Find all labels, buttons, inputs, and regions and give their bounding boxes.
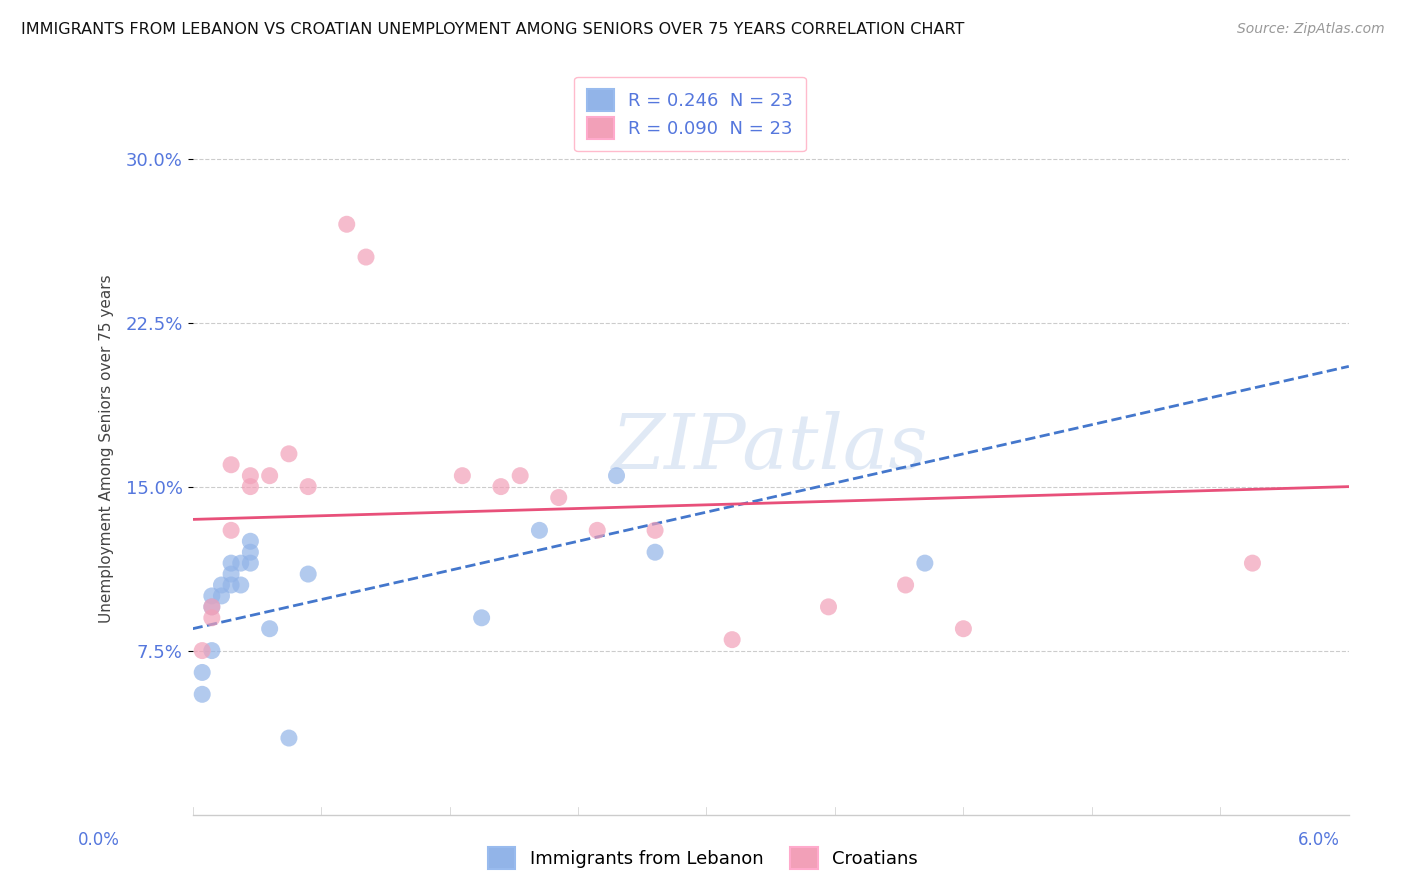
Point	[191, 665, 214, 680]
Y-axis label: Unemployment Among Seniors over 75 years: Unemployment Among Seniors over 75 years	[100, 274, 114, 623]
Point	[219, 578, 242, 592]
Point	[297, 480, 319, 494]
Point	[894, 578, 917, 592]
Point	[191, 643, 214, 657]
Point	[201, 611, 224, 625]
Legend: Immigrants from Lebanon, Croatians: Immigrants from Lebanon, Croatians	[481, 839, 925, 876]
Point	[952, 622, 974, 636]
Point	[201, 599, 224, 614]
Point	[336, 217, 359, 231]
Point	[817, 599, 839, 614]
Point	[586, 524, 609, 538]
Point	[644, 545, 666, 559]
Legend: R = 0.246  N = 23, R = 0.090  N = 23: R = 0.246 N = 23, R = 0.090 N = 23	[574, 77, 806, 152]
Point	[451, 468, 474, 483]
Point	[211, 589, 233, 603]
Point	[219, 567, 242, 582]
Point	[239, 534, 262, 549]
Point	[201, 643, 224, 657]
Point	[644, 524, 666, 538]
Point	[277, 731, 299, 745]
Point	[547, 491, 569, 505]
Point	[201, 589, 224, 603]
Text: ZIPatlas: ZIPatlas	[613, 411, 929, 485]
Point	[239, 545, 262, 559]
Point	[297, 567, 319, 582]
Point	[239, 556, 262, 570]
Point	[229, 578, 252, 592]
Point	[1241, 556, 1264, 570]
Point	[354, 250, 377, 264]
Text: IMMIGRANTS FROM LEBANON VS CROATIAN UNEMPLOYMENT AMONG SENIORS OVER 75 YEARS COR: IMMIGRANTS FROM LEBANON VS CROATIAN UNEM…	[21, 22, 965, 37]
Point	[201, 599, 224, 614]
Point	[239, 468, 262, 483]
Point	[219, 458, 242, 472]
Point	[219, 524, 242, 538]
Point	[259, 468, 281, 483]
Point	[259, 622, 281, 636]
Point	[277, 447, 299, 461]
Point	[721, 632, 744, 647]
Point	[914, 556, 936, 570]
Point	[489, 480, 512, 494]
Point	[509, 468, 531, 483]
Point	[239, 480, 262, 494]
Point	[219, 556, 242, 570]
Point	[529, 524, 551, 538]
Point	[229, 556, 252, 570]
Text: Source: ZipAtlas.com: Source: ZipAtlas.com	[1237, 22, 1385, 37]
Text: 6.0%: 6.0%	[1298, 831, 1340, 849]
Text: 0.0%: 0.0%	[77, 831, 120, 849]
Point	[471, 611, 494, 625]
Point	[211, 578, 233, 592]
Point	[191, 687, 214, 701]
Point	[605, 468, 627, 483]
